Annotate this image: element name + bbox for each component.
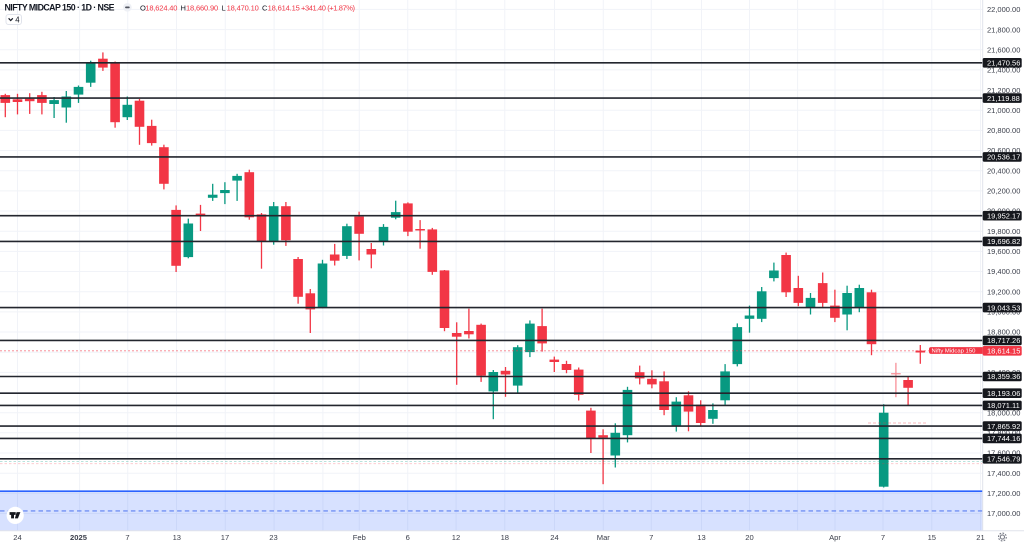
svg-text:21,400.00: 21,400.00 (987, 66, 1020, 75)
svg-text:NIFTY MIDCAP 150 · 1D · NSE: NIFTY MIDCAP 150 · 1D · NSE (5, 3, 115, 13)
svg-text:17,800.00: 17,800.00 (987, 429, 1020, 438)
svg-text:19,043.53: 19,043.53 (987, 303, 1020, 312)
svg-text:Mar: Mar (597, 533, 611, 542)
svg-text:21,800.00: 21,800.00 (987, 25, 1020, 34)
svg-text:17: 17 (221, 533, 229, 542)
svg-text:24: 24 (13, 533, 21, 542)
svg-text:2025: 2025 (70, 533, 88, 542)
svg-text:20,800.00: 20,800.00 (987, 126, 1020, 135)
svg-text:20,200.00: 20,200.00 (987, 187, 1020, 196)
svg-text:20,536.17: 20,536.17 (987, 153, 1020, 162)
svg-text:O: O (140, 3, 146, 12)
svg-text:17,400.00: 17,400.00 (987, 469, 1020, 478)
svg-text:18,624.40: 18,624.40 (145, 3, 177, 12)
svg-text:7: 7 (881, 533, 885, 542)
svg-text:18,071.11: 18,071.11 (987, 401, 1020, 410)
svg-text:21,600.00: 21,600.00 (987, 45, 1020, 54)
svg-text:17,000.00: 17,000.00 (987, 509, 1020, 518)
svg-text:18,000.00: 18,000.00 (987, 408, 1020, 417)
svg-text:18,800.00: 18,800.00 (987, 328, 1020, 337)
svg-text:18,614.15: 18,614.15 (268, 3, 300, 12)
svg-text:18,660.90: 18,660.90 (186, 3, 218, 12)
svg-text:7: 7 (649, 533, 653, 542)
svg-text:4: 4 (15, 16, 20, 25)
svg-text:17,600.00: 17,600.00 (987, 449, 1020, 458)
svg-text:17,744.16: 17,744.16 (987, 434, 1020, 443)
svg-text:13: 13 (173, 533, 181, 542)
svg-text:20,400.00: 20,400.00 (987, 166, 1020, 175)
svg-text:21,200.00: 21,200.00 (987, 86, 1020, 95)
svg-text:19,200.00: 19,200.00 (987, 287, 1020, 296)
svg-text:6: 6 (406, 533, 410, 542)
svg-text:22,000.00: 22,000.00 (987, 5, 1020, 14)
svg-text:17,865.92: 17,865.92 (987, 422, 1020, 431)
svg-text:19,400.00: 19,400.00 (987, 267, 1020, 276)
svg-text:19,696.82: 19,696.82 (987, 237, 1020, 246)
svg-text:+341.40 (+1.87%): +341.40 (+1.87%) (301, 3, 356, 12)
svg-text:Nifty Midcap 150: Nifty Midcap 150 (932, 349, 977, 355)
svg-text:17,200.00: 17,200.00 (987, 489, 1020, 498)
svg-text:21,000.00: 21,000.00 (987, 106, 1020, 115)
svg-text:7: 7 (125, 533, 129, 542)
svg-text:18: 18 (501, 533, 509, 542)
svg-text:Apr: Apr (829, 533, 841, 542)
svg-text:H: H (181, 3, 186, 12)
svg-text:18,193.06: 18,193.06 (987, 389, 1020, 398)
svg-text:20: 20 (745, 533, 753, 542)
svg-text:L: L (222, 3, 226, 12)
svg-text:17,546.79: 17,546.79 (987, 455, 1020, 464)
svg-text:18,614.15: 18,614.15 (987, 347, 1020, 356)
svg-text:C: C (262, 3, 268, 12)
svg-text:23: 23 (269, 533, 277, 542)
svg-text:Feb: Feb (353, 533, 366, 542)
svg-text:20,600.00: 20,600.00 (987, 146, 1020, 155)
svg-text:15: 15 (928, 533, 936, 542)
svg-text:21: 21 (976, 533, 984, 542)
svg-text:18,359.36: 18,359.36 (987, 372, 1020, 381)
svg-text:19,800.00: 19,800.00 (987, 227, 1020, 236)
svg-text:21,470.56: 21,470.56 (987, 59, 1020, 68)
svg-text:19,600.00: 19,600.00 (987, 247, 1020, 256)
svg-text:21,119.88: 21,119.88 (987, 94, 1020, 103)
svg-text:12: 12 (452, 533, 460, 542)
svg-text:13: 13 (697, 533, 705, 542)
svg-text:18,470.10: 18,470.10 (227, 3, 259, 12)
svg-text:24: 24 (550, 533, 558, 542)
svg-text:19,952.17: 19,952.17 (987, 211, 1020, 220)
svg-text:18,717.26: 18,717.26 (987, 336, 1020, 345)
